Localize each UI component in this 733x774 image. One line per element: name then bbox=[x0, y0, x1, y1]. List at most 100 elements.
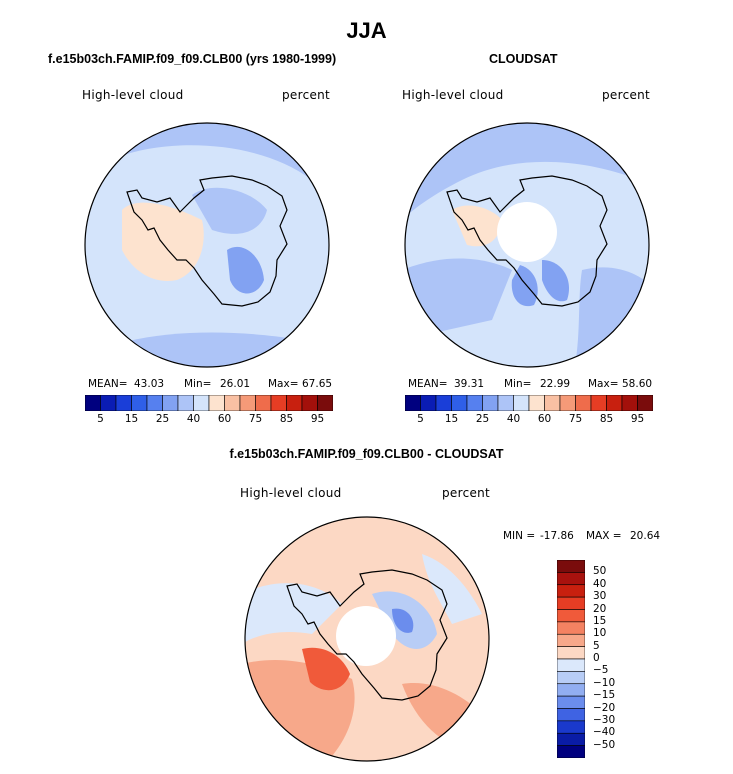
panel-2-map bbox=[404, 122, 650, 368]
panel-1-colorbar-label-5: 75 bbox=[248, 413, 263, 425]
panel-1-colorbar-box-14 bbox=[301, 395, 318, 411]
panel-3-colorbar-label-2: 30 bbox=[593, 590, 607, 603]
panel-1-field-south bbox=[85, 332, 329, 367]
panel-3-colorbar-label-10: −15 bbox=[593, 689, 616, 702]
panel-2-coastline bbox=[446, 175, 608, 307]
panel-3-colorbar-box-1 bbox=[557, 572, 585, 586]
panel-2-colorbar-box-1 bbox=[420, 395, 437, 411]
panel-1-max-value: 67.65 bbox=[302, 378, 333, 390]
panel-2-colorbar bbox=[405, 395, 653, 411]
panel-3-colorbar-label-0: 50 bbox=[593, 565, 607, 578]
panel-2-max-value: 58.60 bbox=[622, 378, 653, 390]
panel-3-field-cool-2 bbox=[422, 554, 482, 624]
panel-2-colorbar-label-7: 95 bbox=[630, 413, 645, 425]
panel-2-title: CLOUDSAT bbox=[489, 52, 558, 66]
panel-2-colorbar-box-15 bbox=[637, 395, 653, 411]
panel-1-title: f.e15b03ch.FAMIP.f09_f09.CLB00 (yrs 1980… bbox=[48, 52, 337, 66]
panel-1-field-cool-2 bbox=[227, 246, 264, 294]
panel-1-colorbar-label-3: 40 bbox=[186, 413, 201, 425]
panel-3-colorbar-box-2 bbox=[557, 584, 585, 598]
panel-2-colorbar-labels: 5 15 25 40 60 75 85 95 bbox=[405, 413, 653, 427]
panel-3-colorbar-label-8: −5 bbox=[593, 664, 609, 677]
panel-1-colorbar-box-13 bbox=[286, 395, 303, 411]
panel-2-colorbar-box-3 bbox=[451, 395, 468, 411]
panel-3-colorbar-box-6 bbox=[557, 633, 585, 647]
panel-1-colorbar-box-7 bbox=[193, 395, 210, 411]
panel-3-variable: High-level cloud bbox=[240, 486, 342, 500]
panel-2-colorbar-box-14 bbox=[621, 395, 638, 411]
panel-2-colorbar-box-11 bbox=[575, 395, 592, 411]
panel-3-title: f.e15b03ch.FAMIP.f09_f09.CLB00 - CLOUDSA… bbox=[229, 447, 504, 461]
panel-1-field-cool-1 bbox=[192, 187, 267, 234]
panel-3-colorbar-box-9 bbox=[557, 671, 585, 685]
panel-2-colorbar-label-6: 85 bbox=[599, 413, 614, 425]
panel-3-colorbar-label-12: −30 bbox=[593, 713, 616, 726]
panel-1-colorbar bbox=[85, 395, 333, 411]
panel-2-colorbar-label-2: 25 bbox=[475, 413, 490, 425]
panel-3-colorbar-box-8 bbox=[557, 658, 585, 672]
panel-3-colorbar-label-3: 20 bbox=[593, 602, 607, 615]
panel-1-colorbar-label-0: 5 bbox=[97, 413, 104, 425]
panel-1-map bbox=[84, 122, 330, 368]
panel-1-colorbar-box-12 bbox=[270, 395, 287, 411]
panel-1-colorbar-label-2: 25 bbox=[155, 413, 170, 425]
panel-2-colorbar-label-1: 15 bbox=[444, 413, 459, 425]
panel-2-mean-label: MEAN= bbox=[408, 378, 448, 390]
panel-1-max-label: Max= bbox=[268, 378, 299, 390]
panel-1-colorbar-box-15 bbox=[317, 395, 333, 411]
panel-3-map bbox=[244, 516, 490, 762]
panel-3-colorbar-box-7 bbox=[557, 646, 585, 660]
panel-1-mean-label: MEAN= bbox=[88, 378, 128, 390]
panel-2-field-east bbox=[572, 267, 649, 367]
panel-3-colorbar-label-14: −50 bbox=[593, 738, 616, 751]
panel-1-colorbar-box-3 bbox=[131, 395, 148, 411]
panel-3-max-label: MAX = bbox=[586, 530, 622, 542]
panel-3-units: percent bbox=[442, 486, 491, 500]
panel-3-colorbar-label-7: 0 bbox=[593, 652, 600, 664]
panel-3-colorbar-label-13: −40 bbox=[593, 726, 616, 739]
panel-1-units: percent bbox=[282, 88, 331, 102]
panel-2-colorbar-label-4: 60 bbox=[537, 413, 552, 425]
panel-2-colorbar-label-0: 5 bbox=[417, 413, 424, 425]
panel-1-map-border bbox=[84, 122, 330, 368]
panel-1-min-label: Min= bbox=[184, 378, 212, 390]
panel-2-max-label: Max= bbox=[588, 378, 619, 390]
panel-1-colorbar-box-10 bbox=[239, 395, 256, 411]
panel-3-colorbar-labels: 50 40 30 20 15 10 5 0 −5 −10 −15 −20 −30 −40 −50 bbox=[593, 560, 633, 758]
panel-2-map-border bbox=[404, 122, 650, 368]
panel-3-max-value: 20.64 bbox=[630, 530, 661, 542]
panel-3-min-label: MIN = bbox=[503, 530, 536, 542]
panel-2-colorbar-box-13 bbox=[606, 395, 623, 411]
panel-3-colorbar-label-9: −10 bbox=[593, 676, 616, 689]
panel-1-colorbar-box-1 bbox=[100, 395, 117, 411]
panel-3-colorbar-label-11: −20 bbox=[593, 701, 616, 714]
panel-1-coastline bbox=[126, 175, 288, 307]
panel-3-colorbar-box-4 bbox=[557, 609, 585, 623]
panel-3-map-border bbox=[244, 516, 490, 762]
panel-1-colorbar-labels: 5 15 25 40 60 75 85 95 bbox=[85, 413, 333, 427]
panel-2-missing-data-mask bbox=[497, 202, 557, 262]
panel-2-colorbar-box-8 bbox=[528, 395, 545, 411]
panel-3-field-warm-2 bbox=[302, 647, 350, 691]
panel-2-field-cool-2 bbox=[542, 260, 570, 302]
panel-1-field-warm bbox=[122, 202, 204, 281]
panel-3-colorbar-label-5: 10 bbox=[593, 627, 607, 640]
figure-title: JJA bbox=[346, 18, 387, 43]
panel-3-colorbar-box-10 bbox=[557, 683, 585, 697]
panel-2-colorbar-box-10 bbox=[559, 395, 576, 411]
panel-1-colorbar-box-6 bbox=[177, 395, 194, 411]
panel-2-colorbar-box-7 bbox=[513, 395, 530, 411]
panel-2-field-warm bbox=[452, 205, 502, 247]
panel-2-units: percent bbox=[602, 88, 651, 102]
panel-2-colorbar-label-5: 75 bbox=[568, 413, 583, 425]
panel-2-colorbar-box-9 bbox=[544, 395, 561, 411]
panel-3-colorbar-label-6: 5 bbox=[593, 639, 600, 652]
panel-3-colorbar bbox=[557, 560, 585, 758]
panel-3-colorbar-box-15 bbox=[557, 745, 585, 758]
panel-1-colorbar-box-8 bbox=[208, 395, 225, 411]
panel-3-colorbar-box-12 bbox=[557, 708, 585, 722]
panel-2-min-label: Min= bbox=[504, 378, 532, 390]
panel-3-min-value: -17.86 bbox=[540, 530, 574, 542]
panel-2-colorbar-box-12 bbox=[590, 395, 607, 411]
panel-1-min-value: 26.01 bbox=[220, 378, 251, 390]
